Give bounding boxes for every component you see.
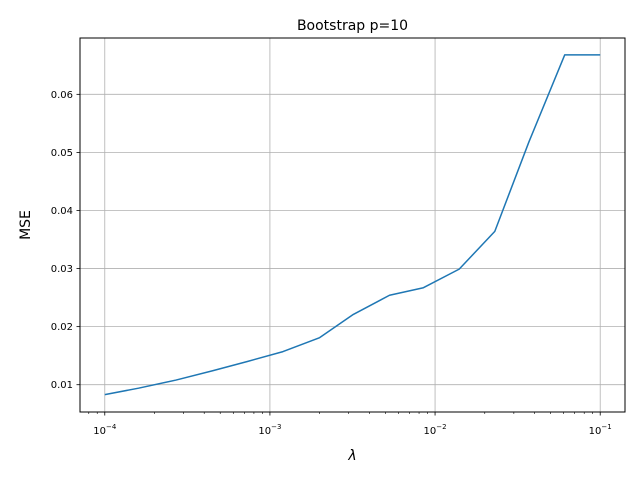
y-tick-label: 0.04 <box>51 206 73 217</box>
x-tick-label: 10−1 <box>589 423 612 437</box>
y-tick-label: 0.06 <box>51 90 73 101</box>
plot-area-frame <box>79 37 626 413</box>
x-axis-label: λ <box>347 448 356 464</box>
chart-title: Bootstrap p=10 <box>297 18 408 34</box>
x-tick-label: 10−2 <box>424 423 447 437</box>
y-tick-label: 0.02 <box>51 322 73 333</box>
axis-ticks: 10−4 10−3 10−2 10−1 0.01 0.02 0.03 0.04 0.05 0.06 <box>51 90 612 437</box>
y-axis-label: MSE <box>18 210 34 240</box>
grid <box>80 38 625 412</box>
x-tick-label: 10−4 <box>93 423 117 437</box>
y-tick-label: 0.01 <box>51 380 73 391</box>
y-tick-label: 0.05 <box>51 148 73 159</box>
y-tick-label: 0.03 <box>51 264 73 275</box>
series-layer <box>104 54 601 396</box>
series-line <box>104 54 601 396</box>
x-tick-label: 10−3 <box>258 423 281 437</box>
